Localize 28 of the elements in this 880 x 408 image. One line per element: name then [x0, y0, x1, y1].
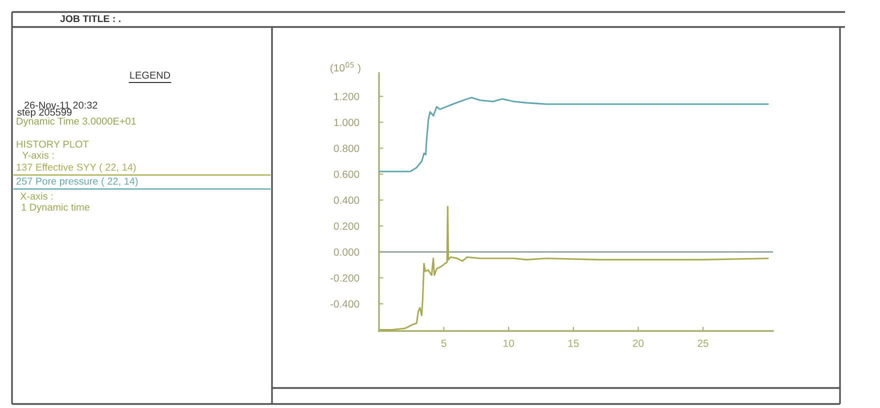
x-tick-label: 10 [504, 340, 514, 347]
text: step 205599 [17, 108, 72, 118]
text: Y-axis : [22, 151, 54, 159]
text: 137 Effective SYY ( 22, 14) [16, 163, 136, 173]
text: 1 Dynamic time [22, 203, 90, 213]
x-tick-label: 25 [698, 340, 708, 347]
y-tick-label: -0.400 [330, 300, 360, 308]
y-tick-label: 0.800 [334, 144, 360, 152]
text: 257 Pore pressure ( 22, 14) [16, 177, 138, 187]
y-tick-label: 0.000 [334, 248, 360, 256]
y-tick-label: 0.400 [334, 196, 360, 204]
y-tick-label: 1.200 [334, 92, 360, 100]
x-tick-label: 20 [632, 340, 644, 347]
text: 26-Nov-11 20:32 [24, 102, 98, 109]
y-tick-label: -0.200 [330, 274, 360, 282]
x-tick-label: 5 [441, 340, 446, 347]
text: X-axis : [20, 192, 52, 200]
y-tick-label: 1.000 [334, 118, 360, 126]
y-axis-title: (10$^{05}$ ) [330, 62, 360, 74]
line-series [379, 96, 769, 172]
y-tick-label: 0.200 [334, 222, 360, 230]
x-tick-label: 15 [568, 340, 579, 347]
text: HISTORY PLOT [16, 140, 89, 148]
y-tick-label: 0.600 [334, 170, 360, 178]
text: Dynamic Time 3.0000E+01 [16, 117, 136, 127]
line-series [379, 206, 769, 330]
text: LEGEND [130, 72, 170, 79]
text: JOB TITLE : . [60, 15, 120, 22]
